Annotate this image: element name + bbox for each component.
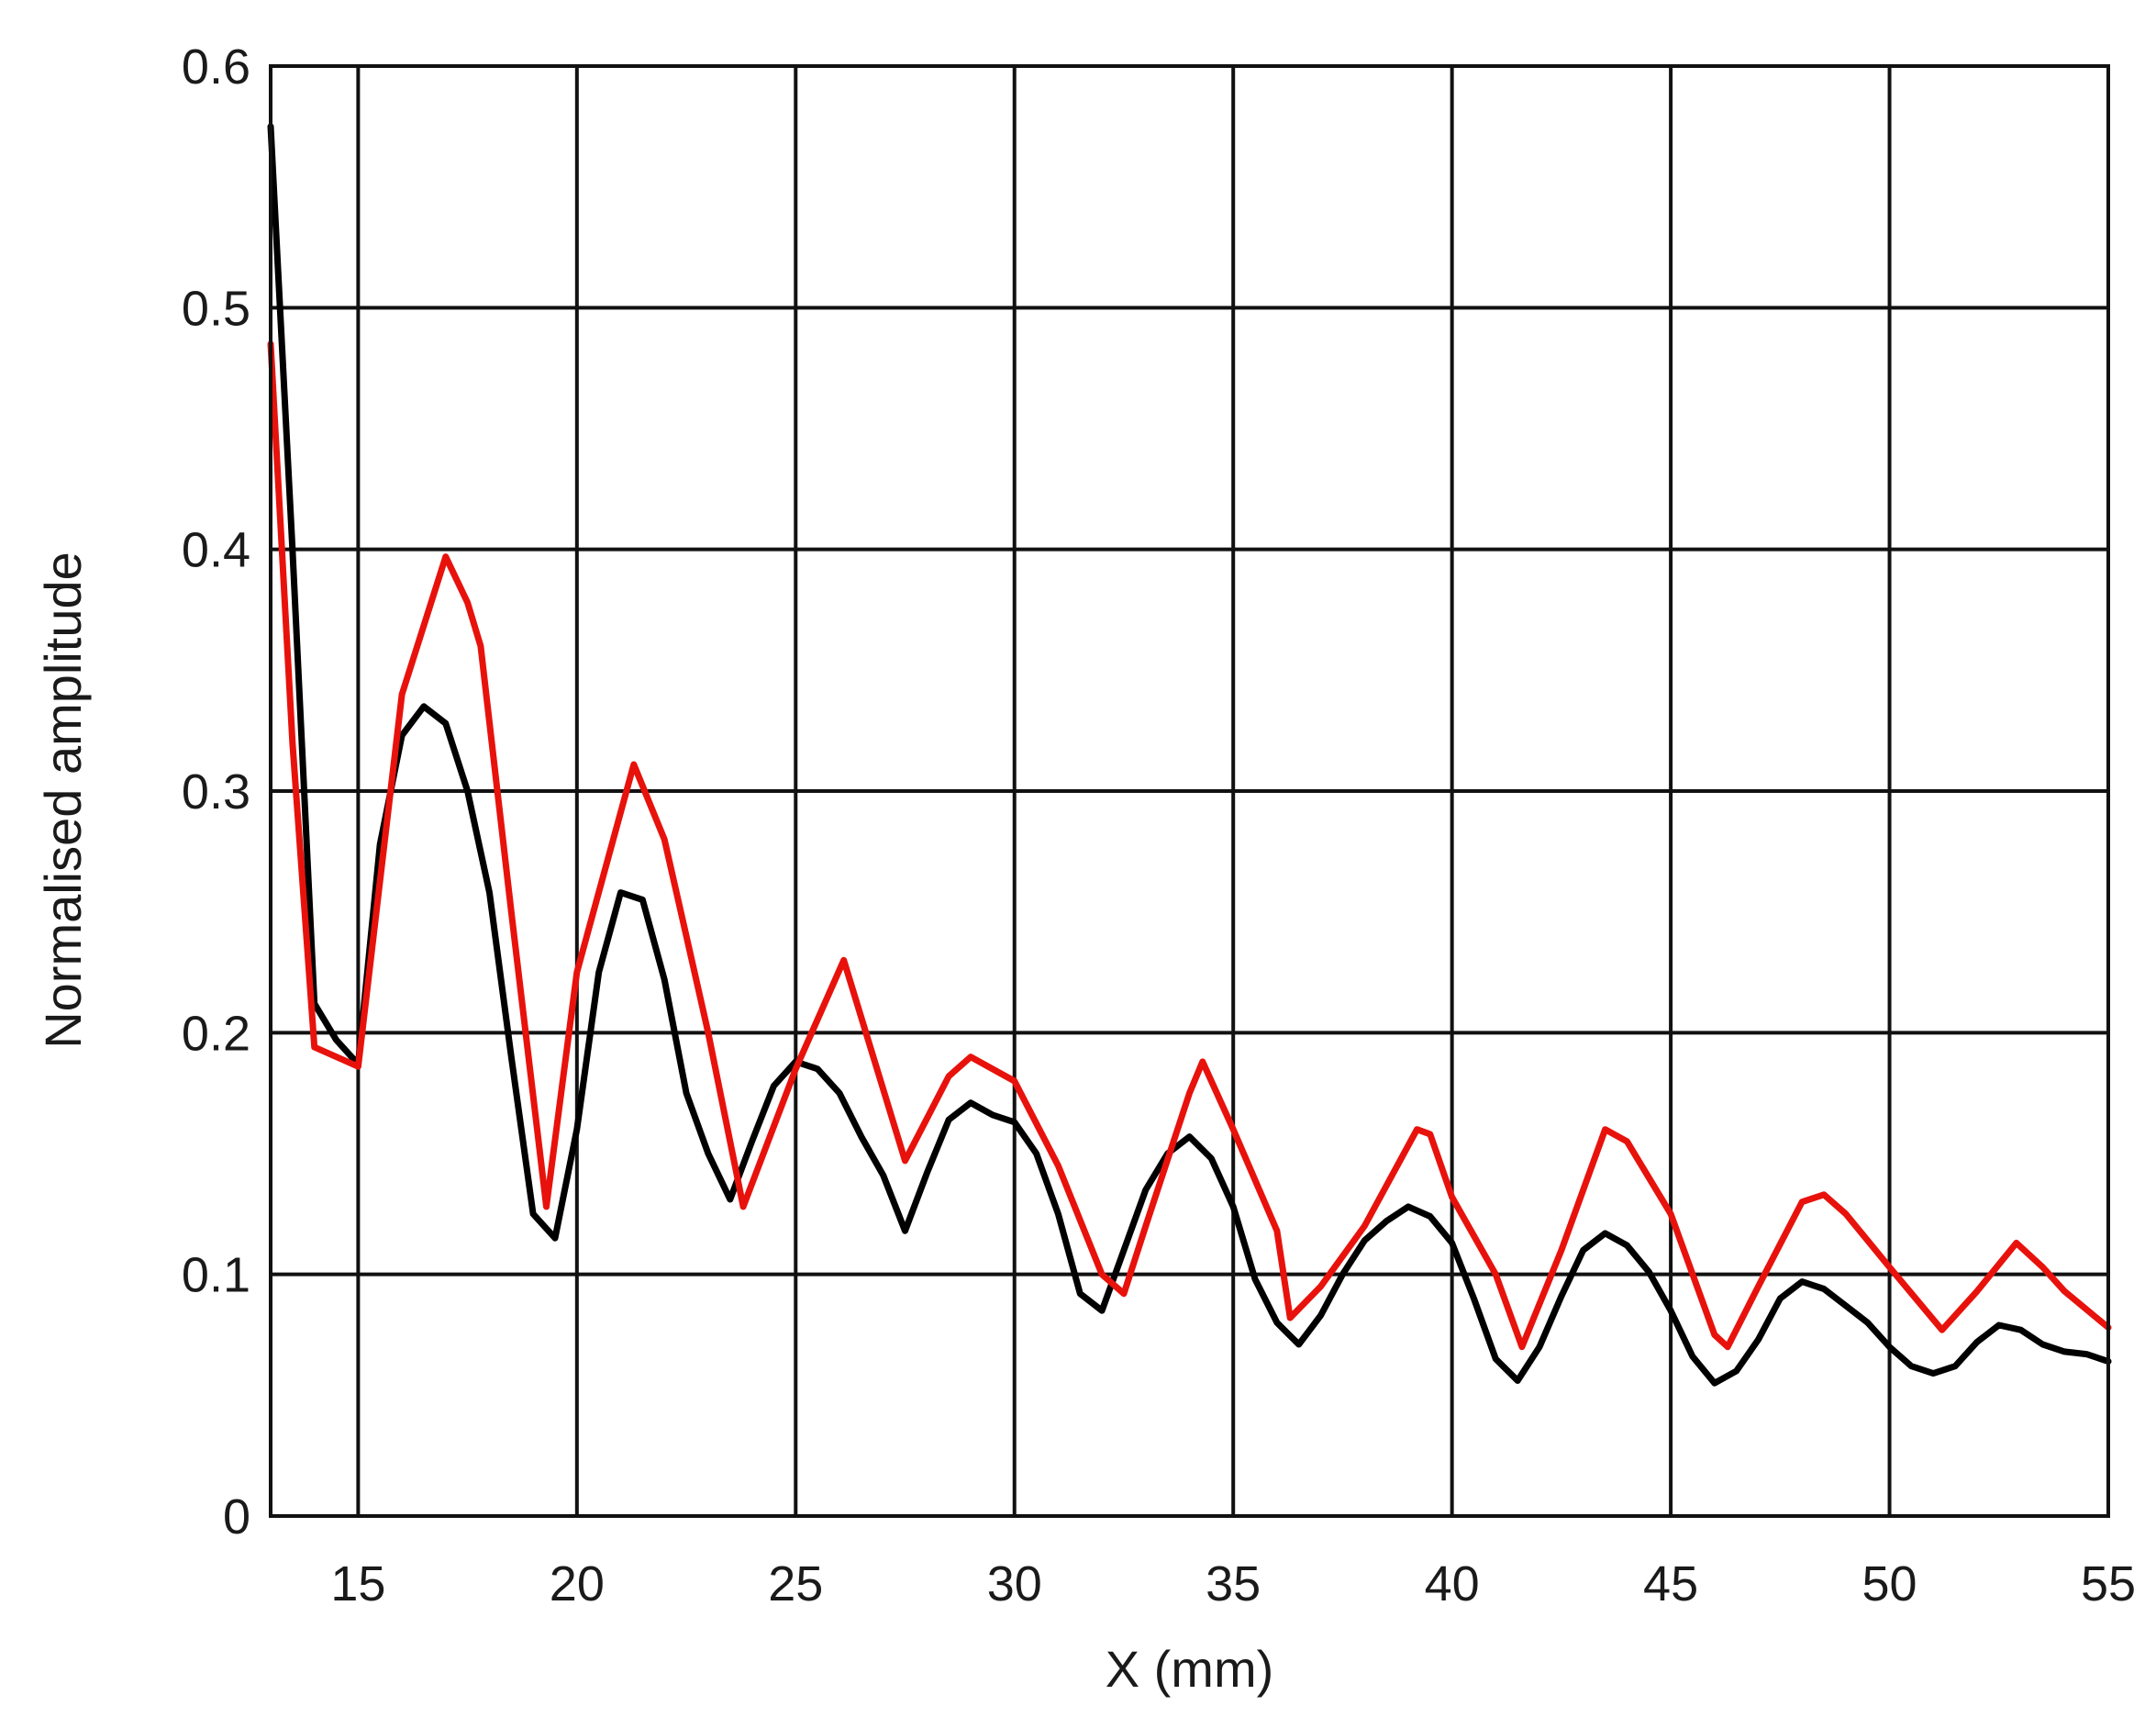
y-tick-label: 0 [223,1489,250,1544]
grid-lines [271,64,2110,1518]
x-tick-labels: 15 20 25 30 35 40 45 50 55 [330,1556,2136,1611]
y-tick-label: 0.5 [182,281,250,336]
y-tick-label: 0.6 [182,39,250,95]
x-tick-label: 40 [1425,1556,1480,1611]
x-axis-title: X (mm) [1106,1640,1274,1698]
series-lines [267,123,2112,1387]
y-tick-label: 0.2 [182,1006,250,1061]
y-tick-labels: 0 0.1 0.2 0.3 0.4 0.5 0.6 [182,39,250,1544]
x-tick-label: 35 [1206,1556,1261,1611]
x-tick-label: 55 [2081,1556,2136,1611]
x-tick-label: 25 [768,1556,823,1611]
x-tick-label: 50 [1862,1556,1917,1611]
series-line-1 [267,123,2112,1387]
series-line-2 [267,340,2112,1351]
x-tick-label: 45 [1643,1556,1698,1611]
y-tick-label: 0.4 [182,523,250,578]
y-tick-label: 0.3 [182,764,250,819]
x-tick-label: 20 [550,1556,605,1611]
plot-frame [269,64,2110,1518]
y-axis-title: Normalised amplitude [34,552,92,1049]
y-tick-label: 0.1 [182,1248,250,1303]
x-tick-label: 30 [987,1556,1042,1611]
x-tick-label: 15 [330,1556,385,1611]
